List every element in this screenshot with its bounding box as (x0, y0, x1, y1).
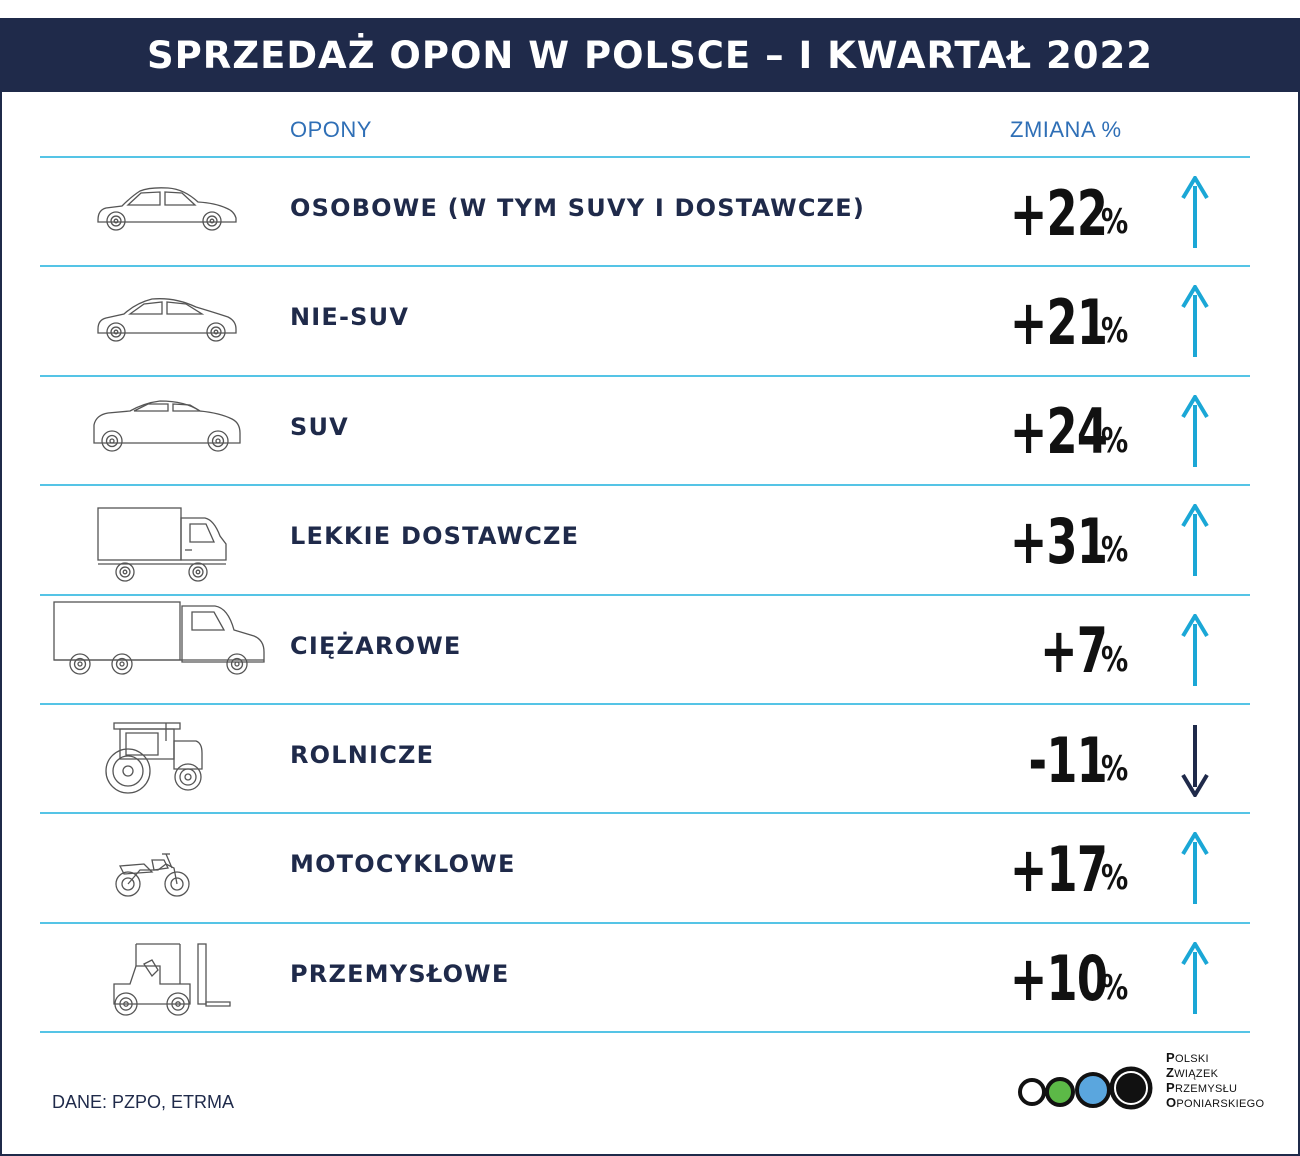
van-icon (40, 486, 280, 596)
pzpo-logo: POLSKI ZWIĄZEK PRZEMYSŁU OPONIARSKIEGO (1018, 1050, 1264, 1114)
change-value: +17% (972, 814, 1135, 924)
data-source: DANE: PZPO, ETRMA (52, 1092, 235, 1112)
row-divider (40, 265, 1250, 268)
column-header-change: ZMIANA % (1010, 117, 1122, 142)
change-value: -11% (998, 705, 1135, 815)
category-label: MOTOCYKLOWE (290, 850, 516, 879)
table-row: CIĘŻAROWE +7% (40, 596, 1250, 706)
page-title: SPRZEDAŻ OPON W POLSCE – I KWARTAŁ 2022 (146, 33, 1154, 77)
logo-line-4: OPONIARSKIEGO (1166, 1095, 1265, 1110)
category-label: OSOBOWE (W TYM SUVY I DOSTAWCZE) (290, 194, 866, 222)
change-number: +22 (1009, 176, 1108, 250)
row-divider (40, 812, 1250, 815)
percent-sign: % (1100, 311, 1129, 352)
percent-sign: % (1100, 749, 1129, 789)
table-row: SUV +24% (40, 377, 1250, 487)
row-divider (40, 484, 1250, 487)
row-divider (40, 703, 1250, 705)
percent-sign: % (1100, 420, 1129, 461)
column-header-tyres: OPONY (290, 117, 372, 142)
logo-line-1: POLSKI (1166, 1050, 1209, 1065)
truck-icon (40, 596, 280, 706)
category-label: SUV (290, 412, 349, 441)
percent-sign: % (1100, 967, 1129, 1008)
change-number: +21 (1009, 285, 1108, 359)
change-value: +7% (1014, 596, 1135, 706)
forklift-icon (40, 924, 280, 1034)
logo-circle-blue (1075, 1072, 1111, 1108)
table-row: OSOBOWE (W TYM SUVY I DOSTAWCZE) +22% (40, 158, 1250, 268)
logo-circle-black (1109, 1066, 1153, 1110)
infographic-frame (0, 18, 1300, 1156)
percent-sign: % (1100, 530, 1129, 571)
arrow-up-icon (1180, 174, 1210, 250)
logo-line-2: ZWIĄZEK (1166, 1065, 1219, 1080)
percent-sign: % (1100, 858, 1129, 899)
car-icon (40, 158, 280, 268)
change-number: +17 (1009, 832, 1108, 906)
row-divider (40, 156, 1250, 158)
category-label: NIE-SUV (290, 303, 410, 332)
row-divider (40, 1031, 1250, 1034)
title-bar: SPRZEDAŻ OPON W POLSCE – I KWARTAŁ 2022 (0, 18, 1300, 92)
arrow-up-icon (1180, 611, 1210, 688)
category-label: PRZEMYSŁOWE (290, 959, 510, 988)
percent-sign: % (1100, 202, 1129, 242)
row-divider (40, 593, 1250, 596)
change-value: +31% (972, 486, 1135, 596)
table-row: ROLNICZE -11% (40, 705, 1250, 815)
percent-sign: % (1100, 639, 1129, 680)
change-value: +24% (972, 377, 1135, 487)
change-number: +24 (1009, 395, 1108, 469)
logo-circle-green (1045, 1077, 1075, 1107)
arrow-up-icon (1180, 283, 1210, 359)
change-number: -11 (1028, 723, 1107, 797)
change-number: +10 (1009, 942, 1108, 1016)
change-value: +10% (972, 924, 1135, 1034)
arrow-up-icon (1180, 392, 1210, 469)
logo-circle-white (1018, 1078, 1046, 1106)
table-row: PRZEMYSŁOWE +10% (40, 924, 1250, 1034)
logo-line-3: PRZEMYSŁU (1166, 1080, 1238, 1095)
row-divider (40, 374, 1250, 377)
arrow-up-icon (1180, 830, 1210, 906)
change-number: +31 (1009, 504, 1108, 578)
row-divider (40, 921, 1250, 924)
arrow-up-icon (1180, 939, 1210, 1016)
tractor-icon (40, 705, 280, 815)
logo-circles (1018, 1066, 1153, 1110)
table-row: NIE-SUV +21% (40, 267, 1250, 377)
arrow-down-icon (1180, 723, 1210, 799)
change-value: +22% (972, 158, 1135, 268)
suv-icon (40, 377, 280, 487)
category-label: LEKKIE DOSTAWCZE (290, 522, 580, 551)
hatchback-icon (40, 267, 280, 377)
change-number: +7 (1039, 614, 1108, 688)
table-row: MOTOCYKLOWE +17% (40, 814, 1250, 924)
change-value: +21% (972, 267, 1135, 377)
category-label: ROLNICZE (290, 741, 435, 769)
motorcycle-icon (40, 814, 280, 924)
logo-circle-black-ring (1114, 1071, 1148, 1105)
table-row: LEKKIE DOSTAWCZE +31% (40, 486, 1250, 596)
arrow-up-icon (1180, 502, 1210, 578)
category-label: CIĘŻAROWE (290, 631, 462, 660)
